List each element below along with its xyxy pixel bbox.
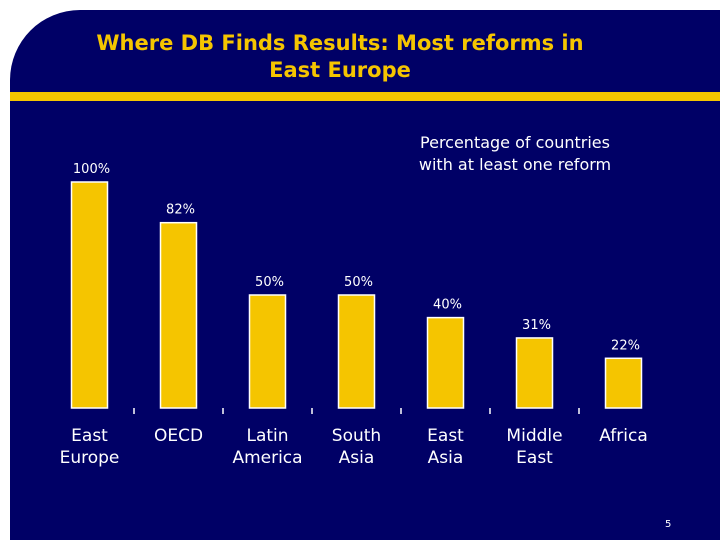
data-label-1: 82% bbox=[166, 203, 195, 218]
x-tick-label-5: Middle East bbox=[506, 426, 562, 468]
chart-title: Percentage of countries with at least on… bbox=[418, 133, 612, 174]
bar-4 bbox=[426, 316, 465, 409]
x-tick-label-0: East Europe bbox=[60, 426, 120, 468]
bar-2 bbox=[248, 294, 287, 409]
bar-6 bbox=[604, 357, 643, 409]
x-tick-label-1: OECD bbox=[154, 426, 203, 446]
bar-1 bbox=[159, 221, 198, 409]
x-tick-label-4: East Asia bbox=[427, 426, 464, 468]
title-divider bbox=[10, 92, 720, 101]
data-label-3: 50% bbox=[344, 275, 373, 290]
data-label-4: 40% bbox=[433, 298, 462, 313]
bar-3 bbox=[337, 294, 376, 409]
slide-title: Where DB Finds Results: Most reforms in … bbox=[96, 31, 584, 82]
x-tick-label-6: Africa bbox=[599, 426, 648, 446]
data-label-2: 50% bbox=[255, 275, 284, 290]
x-tick-label-2: Latin America bbox=[232, 426, 302, 468]
data-label-6: 22% bbox=[611, 338, 640, 353]
bar-0 bbox=[70, 181, 109, 409]
x-tick-label-3: South Asia bbox=[332, 426, 381, 468]
data-label-5: 31% bbox=[522, 318, 551, 333]
slide-background: Where DB Finds Results: Most reforms in … bbox=[10, 10, 720, 540]
data-label-0: 100% bbox=[73, 162, 110, 177]
page-number: 5 bbox=[665, 519, 672, 530]
bar-5 bbox=[515, 337, 554, 409]
